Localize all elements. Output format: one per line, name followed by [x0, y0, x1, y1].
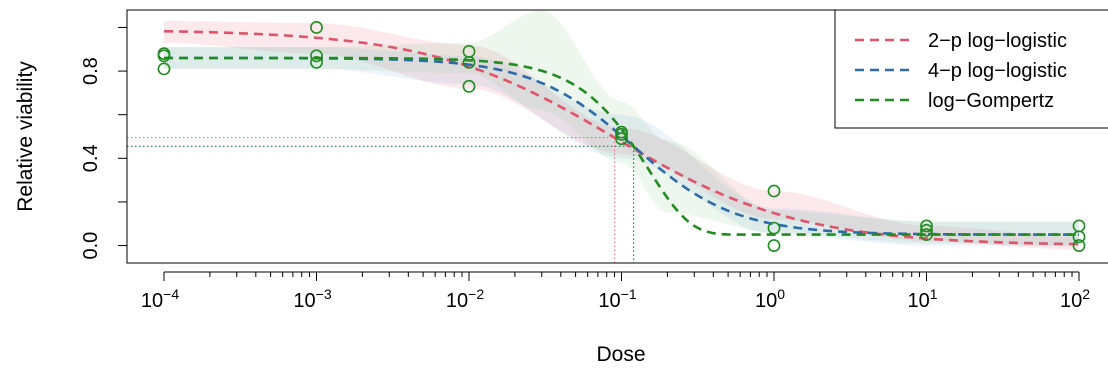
data-points [157, 21, 1086, 252]
band-4-p-log-logistic [164, 47, 1079, 246]
y-axis: 0.0 0.4 0.8 [80, 26, 128, 260]
x-tick-label: 10−1 [598, 286, 636, 312]
data-point [920, 223, 933, 237]
legend: 2−p log−logistic 4−p log−logistic log−Gomp… [834, 9, 1108, 129]
y-tick-label: 0.4 [80, 144, 102, 172]
data-point [310, 49, 323, 63]
data-point [767, 184, 781, 198]
band-log-gompertz [164, 10, 1079, 246]
x-tick-label: 10−2 [446, 286, 484, 312]
data-point [767, 239, 781, 252]
data-point [157, 47, 171, 61]
data-point [310, 21, 323, 34]
data-point [920, 228, 933, 242]
data-point [1072, 239, 1086, 252]
y-tick-label: 0.8 [80, 57, 102, 85]
x-axis-title: Dose [596, 343, 645, 366]
ec50-guide-lines [127, 137, 635, 263]
data-point [767, 221, 781, 235]
band-2-p-log-logistic [164, 20, 1079, 250]
data-point [615, 127, 628, 141]
x-tick-label: 102 [1060, 286, 1090, 312]
data-point [615, 132, 628, 146]
data-point [462, 55, 476, 69]
data-point [310, 55, 323, 69]
legend-box [834, 9, 1108, 129]
legend-label-2-p-log-logistic: 2−p log−logistic [928, 30, 1067, 52]
data-point [1072, 230, 1086, 244]
y-tick-label: 0.0 [80, 232, 102, 260]
x-tick-label: 100 [755, 286, 785, 312]
x-axis: 10−4 10−3 10−2 10−1 100 101 102 [141, 271, 1090, 312]
curve-2-p-log-logistic [163, 29, 1080, 246]
fitted-curves [163, 29, 1080, 246]
y-axis-title: Relative viability [14, 61, 37, 212]
legend-label-4-p-log-logistic: 4−p log−logistic [928, 60, 1067, 82]
data-point [157, 62, 171, 76]
x-tick-label: 10−4 [141, 286, 179, 312]
x-tick-label: 10−3 [293, 286, 331, 312]
legend-label-log-gompertz: log−Gompertz [928, 90, 1054, 112]
data-point [462, 79, 476, 93]
data-point [920, 219, 933, 233]
x-tick-label: 101 [907, 286, 937, 312]
confidence-bands [164, 10, 1079, 250]
curve-log-gompertz [164, 56, 1079, 236]
